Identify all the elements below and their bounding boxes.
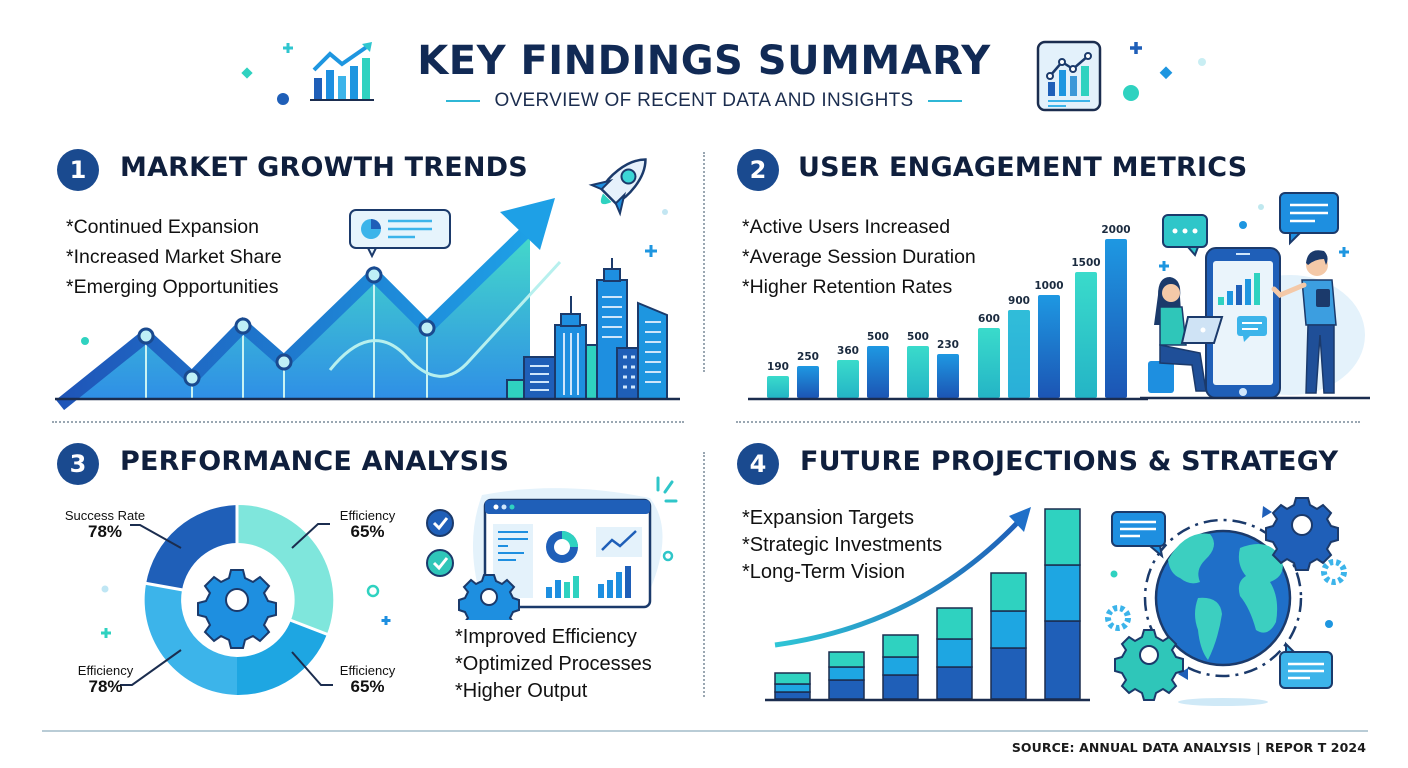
section-title: MARKET GROWTH TRENDS bbox=[120, 152, 528, 183]
slice-label: Efficiency bbox=[77, 663, 134, 678]
subtitle-rule-left bbox=[446, 99, 481, 102]
bar-value-label: 190 bbox=[767, 361, 789, 373]
market-growth-line-chart bbox=[0, 0, 700, 411]
bullet-item: *Strategic Investments bbox=[742, 534, 943, 556]
slice-value: 65% bbox=[350, 522, 385, 541]
projection-stacked-bar-chart bbox=[760, 495, 1100, 705]
bullet-list: *Expansion Targets *Strategic Investment… bbox=[742, 505, 942, 586]
bar-value-label: 500 bbox=[867, 331, 889, 343]
gear-icon bbox=[458, 574, 520, 636]
page-title: KEY FINDINGS SUMMARY bbox=[417, 38, 991, 84]
gear-icon bbox=[1321, 559, 1347, 585]
gear-icon bbox=[1265, 497, 1339, 571]
slice-label: Efficiency bbox=[339, 508, 396, 523]
subtitle-rule-right bbox=[927, 99, 962, 102]
footer-rule bbox=[42, 730, 1368, 732]
bullet-list: *Active Users Increased *Average Session… bbox=[742, 212, 976, 302]
chat-bubble-icon bbox=[1111, 511, 1166, 559]
slice-label: Efficiency bbox=[339, 663, 396, 678]
bullet-item: *Improved Efficiency bbox=[455, 626, 637, 648]
slice-value: 78% bbox=[88, 677, 123, 696]
people-phone-illustration bbox=[1140, 185, 1370, 405]
chat-bubble-icon bbox=[1279, 641, 1333, 689]
bullet-item: *Higher Output bbox=[455, 680, 588, 702]
bar-value-label: 900 bbox=[1008, 295, 1030, 307]
gear-icon bbox=[1114, 629, 1184, 701]
donut-label-efficiency-top: Efficiency 65% bbox=[325, 508, 410, 540]
bar-value-label: 600 bbox=[978, 313, 1000, 325]
bullet-list: *Improved Efficiency *Optimized Processe… bbox=[455, 624, 652, 705]
bullet-item: *Increased Market Share bbox=[66, 246, 282, 268]
city-skyline-icon bbox=[506, 258, 668, 400]
page-subtitle: OVERVIEW OF RECENT DATA AND INSIGHTS bbox=[0, 90, 1408, 112]
bullet-item: *Active Users Increased bbox=[742, 216, 951, 238]
section-divider-vertical-bottom bbox=[703, 452, 705, 697]
source-note: SOURCE: ANNUAL DATA ANALYSIS | REPOR T 2… bbox=[1011, 740, 1366, 755]
section-title: FUTURE PROJECTIONS & STRATEGY bbox=[800, 446, 1339, 477]
gear-icon bbox=[197, 569, 277, 649]
bar-value-label: 1500 bbox=[1071, 257, 1101, 269]
bullet-item: *Optimized Processes bbox=[455, 653, 652, 675]
donut-label-success-rate: Success Rate 78% bbox=[55, 508, 155, 540]
chat-pie-bubble-icon bbox=[349, 209, 451, 259]
header-left-decor bbox=[225, 35, 385, 115]
section-number-badge: 2 bbox=[737, 149, 779, 191]
bar-value-label: 230 bbox=[937, 339, 959, 351]
rocket-icon bbox=[588, 158, 647, 217]
bullet-item: *Emerging Opportunities bbox=[66, 276, 279, 298]
bar-value-label: 250 bbox=[797, 351, 819, 363]
performance-donut-chart bbox=[40, 495, 440, 715]
section-number-badge: 4 bbox=[737, 443, 779, 485]
bullet-item: *Expansion Targets bbox=[742, 507, 914, 529]
slice-value: 65% bbox=[350, 677, 385, 696]
section-number-badge: 1 bbox=[57, 149, 99, 191]
bullet-list: *Continued Expansion *Increased Market S… bbox=[66, 212, 282, 302]
section-divider-right bbox=[736, 421, 1360, 423]
donut-label-efficiency-bottom-left: Efficiency 78% bbox=[63, 663, 148, 695]
subtitle-text: OVERVIEW OF RECENT DATA AND INSIGHTS bbox=[494, 90, 914, 111]
bullet-item: *Continued Expansion bbox=[66, 216, 259, 238]
bullet-item: *Average Session Duration bbox=[742, 246, 976, 268]
dashboard-window-icon bbox=[410, 470, 680, 636]
slice-value: 78% bbox=[87, 522, 123, 541]
donut-label-efficiency-bottom-right: Efficiency 65% bbox=[325, 663, 410, 695]
bullet-item: *Higher Retention Rates bbox=[742, 276, 953, 298]
section-divider-left bbox=[52, 421, 684, 423]
slice-label: Success Rate bbox=[64, 508, 146, 523]
user-engagement-bar-chart: 190 250 360 500 500 230 600 900 1000 150… bbox=[748, 220, 1148, 405]
growth-chart-icon bbox=[308, 42, 378, 104]
globe-icon bbox=[1100, 490, 1360, 710]
bar-value-label: 500 bbox=[907, 331, 929, 343]
section-divider-vertical-top bbox=[703, 152, 705, 372]
section-title: USER ENGAGEMENT METRICS bbox=[798, 152, 1248, 183]
report-chart-icon bbox=[1036, 40, 1102, 112]
gear-icon bbox=[1105, 605, 1131, 631]
bar-value-label: 360 bbox=[837, 345, 859, 357]
bar-value-label: 1000 bbox=[1034, 280, 1064, 292]
section-title: PERFORMANCE ANALYSIS bbox=[120, 446, 510, 477]
bar-value-label: 2000 bbox=[1101, 224, 1131, 236]
bullet-item: *Long-Term Vision bbox=[742, 561, 906, 583]
header-right-decor bbox=[1118, 38, 1208, 108]
section-number-badge: 3 bbox=[57, 443, 99, 485]
